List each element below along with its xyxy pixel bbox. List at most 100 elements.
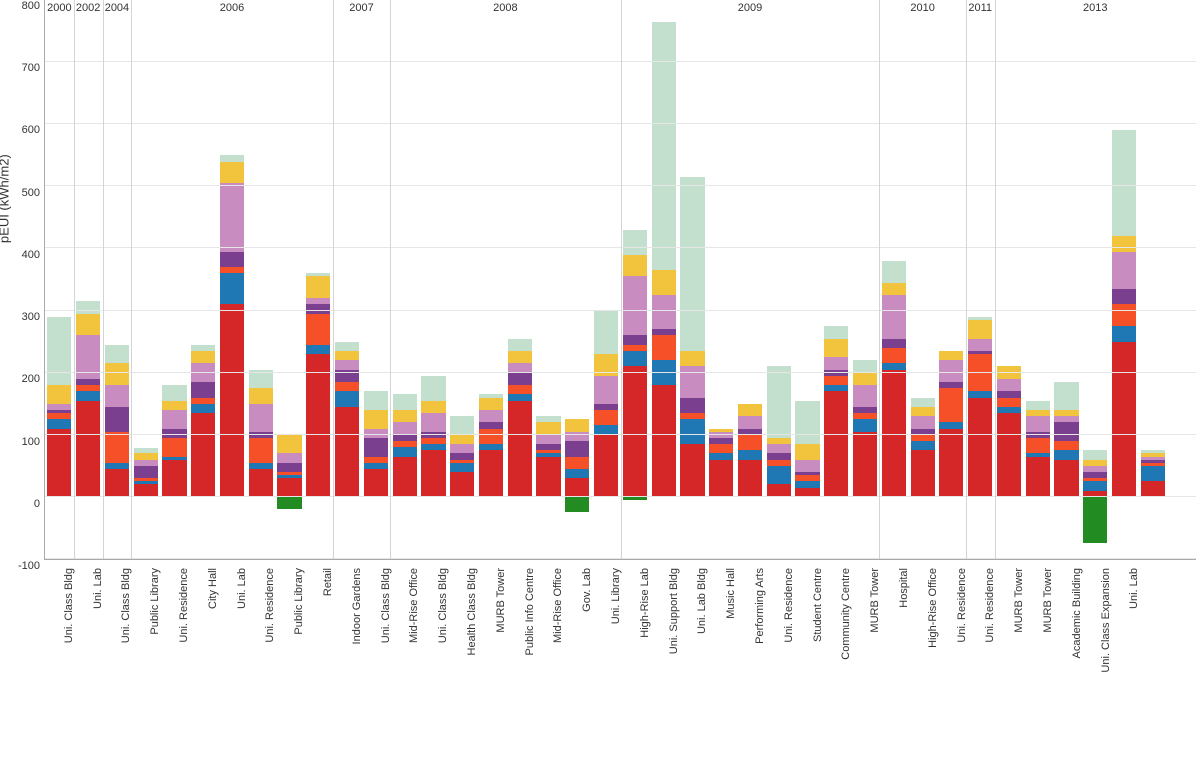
bar-segment-purple	[1026, 432, 1050, 438]
bar-segment-lightgreen	[220, 155, 244, 161]
year-separator	[966, 0, 967, 559]
bar	[275, 0, 304, 559]
bar-segment-red	[680, 444, 704, 497]
bar-segment-yellow	[1083, 460, 1107, 466]
year-label: 2013	[1083, 2, 1107, 14]
bar-segment-blue	[191, 404, 215, 413]
bar-segment-pink	[738, 416, 762, 428]
bar-segment-blue	[709, 453, 733, 459]
bar-segment-lightgreen	[968, 317, 992, 320]
bar-segment-blue	[767, 466, 791, 485]
year-separator	[390, 0, 391, 559]
bar-segment-lightgreen	[335, 342, 359, 351]
bar-segment-red	[335, 407, 359, 497]
bar-segment-red	[1054, 460, 1078, 497]
bar	[390, 0, 419, 559]
x-tick-label: Hospital	[898, 568, 910, 608]
bar-segment-lightgreen	[1141, 450, 1165, 453]
bar-segment-pink	[997, 379, 1021, 391]
bar-segment-orange	[623, 345, 647, 351]
bar-segment-pink	[479, 410, 503, 422]
bar-segment-blue	[335, 391, 359, 407]
year-separator	[621, 0, 622, 559]
bar	[995, 0, 1024, 559]
bar-segment-yellow	[738, 404, 762, 416]
year-separator	[103, 0, 104, 559]
bar-segment-yellow	[1054, 410, 1078, 416]
bar	[793, 0, 822, 559]
bar-segment-yellow	[911, 407, 935, 416]
bar-segment-orange	[105, 432, 129, 463]
bar	[563, 0, 592, 559]
bar-segment-red	[911, 450, 935, 497]
bar-segment-red	[1141, 481, 1165, 497]
plot-area: 2000200220042006200720082009201020112013	[44, 0, 1196, 560]
bar	[246, 0, 275, 559]
bar-segment-pink	[421, 413, 445, 432]
year-label: 2000	[47, 2, 71, 14]
bar-segment-lightgreen	[479, 394, 503, 397]
x-tick-label: Public Library	[293, 568, 305, 635]
bar-segment-blue	[939, 422, 963, 428]
bar-segment-blue	[795, 481, 819, 487]
bar	[966, 0, 995, 559]
bar-segment-lightgreen	[76, 301, 100, 313]
bar-segment-yellow	[680, 351, 704, 367]
bar	[879, 0, 908, 559]
bar-segment-red	[249, 469, 273, 497]
bar-segment-pink	[1083, 466, 1107, 472]
bar-segment-blue	[536, 453, 560, 456]
bar-segment-blue	[1026, 453, 1050, 456]
bar	[764, 0, 793, 559]
bar-segment-blue	[277, 475, 301, 478]
year-label: 2007	[349, 2, 373, 14]
bar-segment-yellow	[134, 453, 158, 459]
year-label: 2010	[910, 2, 934, 14]
bar-segment-lightgreen	[911, 398, 935, 407]
bar-segment-purple	[709, 438, 733, 444]
bar-segment-pink	[450, 444, 474, 453]
bar-segment-lightgreen	[767, 366, 791, 437]
bar-segment-purple	[853, 407, 877, 413]
bar-segment-orange	[335, 382, 359, 391]
bar-segment-blue	[738, 450, 762, 459]
bar-segment-red	[968, 398, 992, 497]
bar-segment-yellow	[364, 410, 388, 429]
bar-segment-lightgreen	[1054, 382, 1078, 410]
bar-segment-orange	[306, 314, 330, 345]
bar-segment-yellow	[393, 410, 417, 422]
bar-segment-pink	[191, 363, 215, 382]
y-axis-title: pEUI (kWh/m2)	[0, 154, 12, 243]
bar-segment-orange	[191, 398, 215, 404]
bar-segment-yellow	[162, 401, 186, 410]
bar-segment-pink	[911, 416, 935, 428]
bar-segment-blue	[479, 444, 503, 450]
bar-segment-yellow	[421, 401, 445, 413]
bar	[419, 0, 448, 559]
bar-segment-red	[277, 478, 301, 497]
bar-segment-red	[191, 413, 215, 497]
bar-segment-lightgreen	[652, 22, 676, 270]
x-tick-label: Health Class Bldg	[466, 568, 478, 655]
bar-segment-purple	[1141, 460, 1165, 463]
x-tick-label: Mid-Rise Office	[552, 568, 564, 643]
bar-segment-yellow	[47, 385, 71, 404]
x-tick-label: Uni. Class Bldg	[437, 568, 449, 643]
x-tick-label: High-Rise Office	[927, 568, 939, 648]
bar-segment-purple	[594, 404, 618, 410]
bar-segment-blue	[1083, 481, 1107, 490]
bar-segment-purple	[997, 391, 1021, 397]
bar-segment-lightgreen	[508, 339, 532, 351]
bar	[448, 0, 477, 559]
bar	[822, 0, 851, 559]
bar-segment-purple	[134, 466, 158, 478]
bar-segment-yellow	[824, 339, 848, 358]
bar-segment-red	[536, 457, 560, 497]
bar-segment-yellow	[220, 162, 244, 184]
x-tick-label: Student Centre	[812, 568, 824, 642]
bar	[736, 0, 765, 559]
bar-segment-orange	[853, 413, 877, 419]
bar-segment-pink	[882, 295, 906, 338]
bar-segment-lightgreen	[364, 391, 388, 410]
bar-segment-lightgreen	[1112, 130, 1136, 236]
